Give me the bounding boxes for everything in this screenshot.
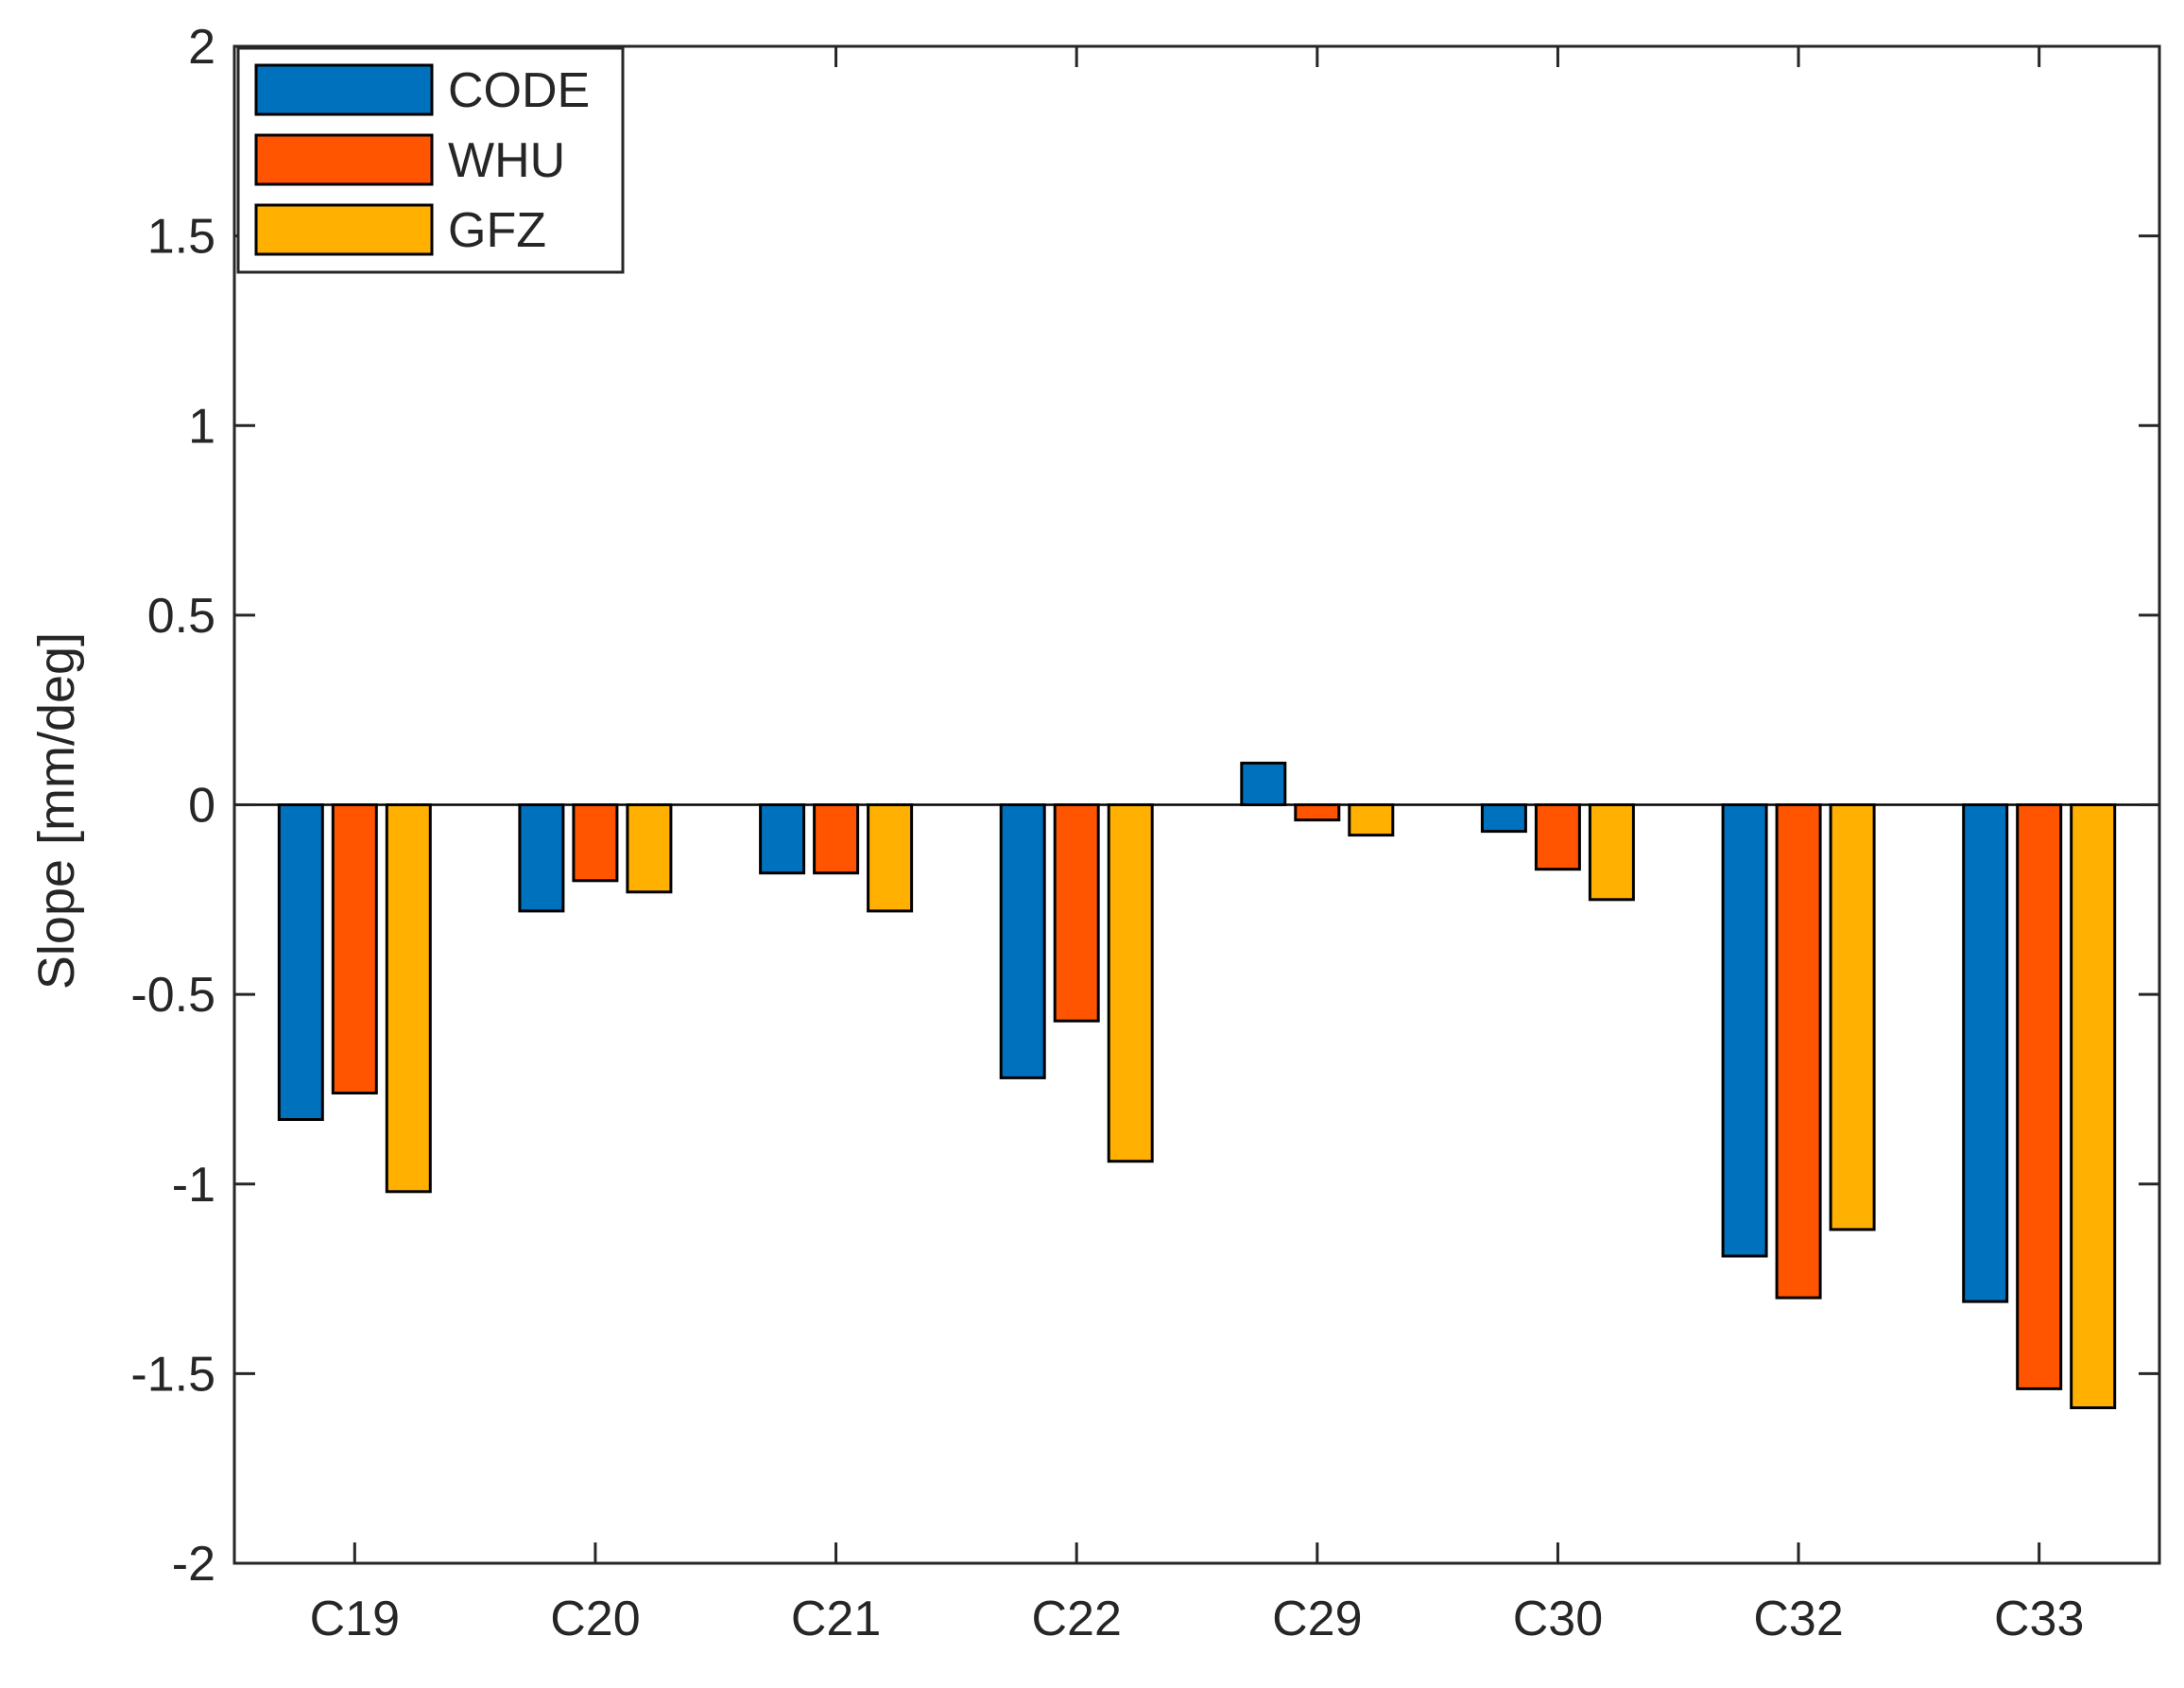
bar-code-c20 — [518, 803, 565, 913]
y-tick-label: 0 — [188, 779, 215, 834]
bar-code-c33 — [1962, 803, 2009, 1303]
x-tick-label: C33 — [1994, 1592, 2084, 1646]
bar-gfz-c32 — [1829, 803, 1876, 1232]
y-tick-label: -1.5 — [130, 1347, 215, 1402]
legend-swatch-code — [254, 63, 434, 116]
legend-swatch-gfz — [254, 203, 434, 256]
legend: CODE WHU GFZ — [236, 46, 625, 274]
legend-label-code: CODE — [448, 63, 590, 118]
bar-code-c19 — [277, 803, 324, 1121]
y-tick-label: 1 — [188, 399, 215, 454]
bar-gfz-c30 — [1588, 803, 1635, 902]
x-tick-label: C21 — [791, 1592, 881, 1646]
x-tick-label: C20 — [550, 1592, 640, 1646]
bar-whu-c20 — [572, 803, 619, 883]
x-tick-label: C30 — [1513, 1592, 1603, 1646]
axes-layer: -2 -1.5 -1 -0.5 0 0.5 1 1.5 2 C19 C20 C21 C22 C29 C30 C… — [130, 20, 2161, 1646]
bar-gfz-c20 — [626, 803, 673, 894]
legend-label-whu: WHU — [448, 133, 565, 188]
y-tick-label: 1.5 — [147, 210, 215, 265]
bar-code-c30 — [1480, 803, 1527, 834]
bar-gfz-c33 — [2070, 803, 2117, 1409]
y-tick-label: -2 — [172, 1537, 215, 1592]
bar-whu-c33 — [2016, 803, 2063, 1390]
bar-code-c22 — [999, 803, 1046, 1079]
bar-whu-c19 — [331, 803, 378, 1094]
bar-whu-c21 — [813, 803, 860, 875]
bar-whu-c29 — [1294, 803, 1341, 822]
x-tick-label: C29 — [1272, 1592, 1362, 1646]
bar-gfz-c22 — [1107, 803, 1154, 1163]
y-tick-label: 0.5 — [147, 589, 215, 644]
bars-layer — [277, 761, 2117, 1409]
bar-gfz-c19 — [385, 803, 432, 1194]
bar-gfz-c29 — [1348, 803, 1395, 837]
bar-code-c21 — [759, 803, 806, 875]
legend-label-gfz: GFZ — [448, 203, 546, 258]
y-tick-label: 2 — [188, 20, 215, 75]
x-tick-label: C19 — [310, 1592, 400, 1646]
bar-code-c32 — [1721, 803, 1768, 1258]
bar-whu-c22 — [1053, 803, 1100, 1023]
bar-whu-c32 — [1775, 803, 1822, 1300]
y-axis-label: Slope [mm/deg] — [28, 632, 85, 990]
bar-gfz-c21 — [867, 803, 914, 913]
y-tick-label: -0.5 — [130, 968, 215, 1023]
legend-swatch-whu — [254, 133, 434, 186]
y-tick-label: -1 — [172, 1158, 215, 1213]
bar-code-c29 — [1240, 761, 1287, 807]
x-tick-label: C22 — [1031, 1592, 1121, 1646]
x-tick-label: C32 — [1753, 1592, 1843, 1646]
bar-whu-c30 — [1534, 803, 1581, 871]
